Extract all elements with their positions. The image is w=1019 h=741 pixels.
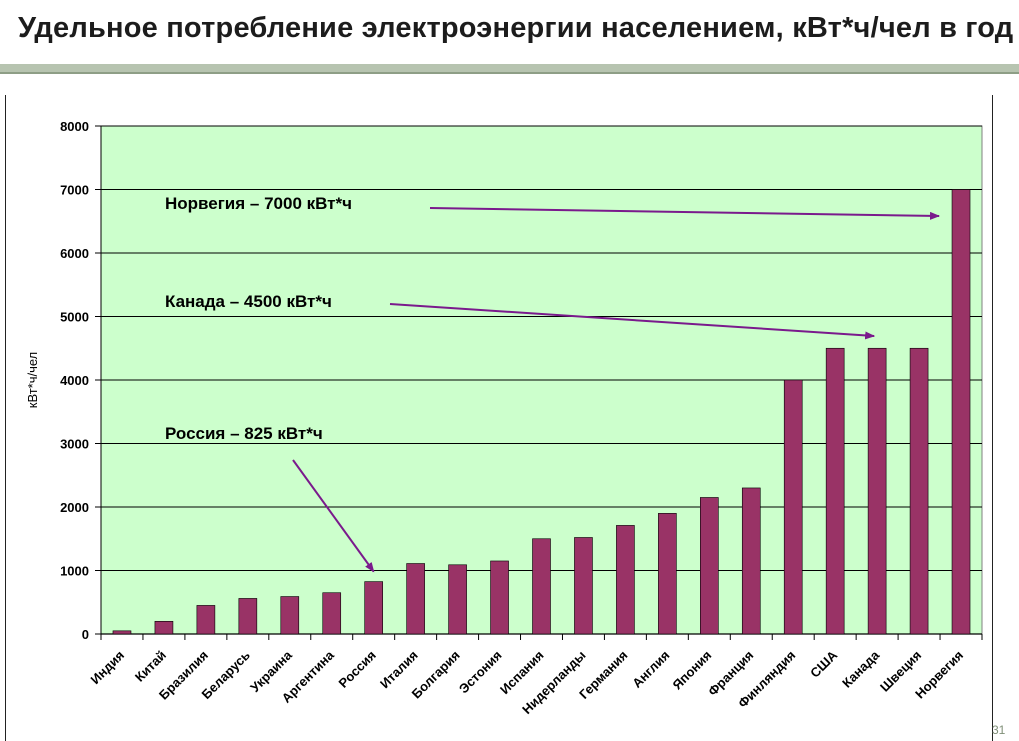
bar-11: [574, 537, 593, 635]
bars: [112, 189, 971, 635]
header: Удельное потребление электроэнергии насе…: [0, 0, 1019, 64]
bar-12: [616, 525, 635, 635]
bar-5: [322, 592, 342, 635]
bar-17: [825, 347, 845, 635]
x-axis-ticks: [100, 634, 983, 640]
y-tick-label: 0: [82, 627, 89, 642]
bar-7: [406, 563, 425, 635]
y-tick-label: 6000: [60, 246, 89, 261]
bar-2: [196, 605, 216, 635]
chart-frame-left: [5, 95, 6, 741]
bar-18: [867, 347, 887, 635]
y-tick-label: 4000: [60, 373, 89, 388]
bar-3: [238, 598, 258, 635]
x-tick-label: Индия: [87, 648, 127, 688]
bar-20: [951, 189, 971, 635]
x-tick-label: Китай: [132, 648, 169, 685]
y-axis-label: кВт*ч/чел: [25, 352, 40, 408]
bar-0: [112, 630, 132, 635]
bar-14: [700, 497, 719, 635]
y-tick-label: 8000: [60, 119, 89, 134]
annotation-label-0: Норвегия – 7000 кВт*ч: [165, 194, 352, 213]
bar-6: [364, 581, 383, 635]
page-title: Удельное потребление электроэнергии насе…: [18, 12, 1014, 44]
bar-1: [154, 620, 174, 635]
y-tick-label: 5000: [60, 310, 89, 325]
slide-number: 31: [992, 723, 1006, 737]
annotation-arrow-2: [292, 459, 375, 573]
y-tick-label: 7000: [60, 183, 89, 198]
bar-19: [909, 347, 929, 635]
x-tick-label: Эстония: [456, 648, 505, 697]
bar-15: [741, 487, 761, 635]
annotation-arrow-1: [389, 303, 876, 340]
bar-16: [783, 379, 803, 635]
x-axis-labels: Индия КитайБразилияБеларусьУкраинаАргенти…: [87, 647, 966, 717]
annotations: Норвегия – 7000 кВт*ч Канада – 4500 кВт*ч…: [165, 194, 941, 573]
y-tick-label: 3000: [60, 437, 89, 452]
chart-frame-right: [992, 95, 993, 741]
bar-4: [280, 596, 300, 635]
x-tick-label: США: [807, 647, 841, 681]
bar-13: [658, 513, 677, 635]
x-tick-label: Россия: [336, 648, 379, 691]
bar-8: [448, 564, 467, 635]
annotation-label-2: Россия – 825 кВт*ч: [165, 424, 323, 443]
annotation-label-1: Канада – 4500 кВт*ч: [165, 292, 332, 311]
x-tick-label: Англия: [629, 648, 672, 691]
bar-10: [532, 538, 551, 635]
header-divider: [0, 72, 1019, 74]
bar-9: [490, 560, 509, 635]
header-bar: [0, 64, 1019, 72]
annotation-arrow-0: [429, 207, 941, 220]
y-tick-label: 1000: [60, 564, 89, 579]
y-tick-label: 2000: [60, 500, 89, 515]
